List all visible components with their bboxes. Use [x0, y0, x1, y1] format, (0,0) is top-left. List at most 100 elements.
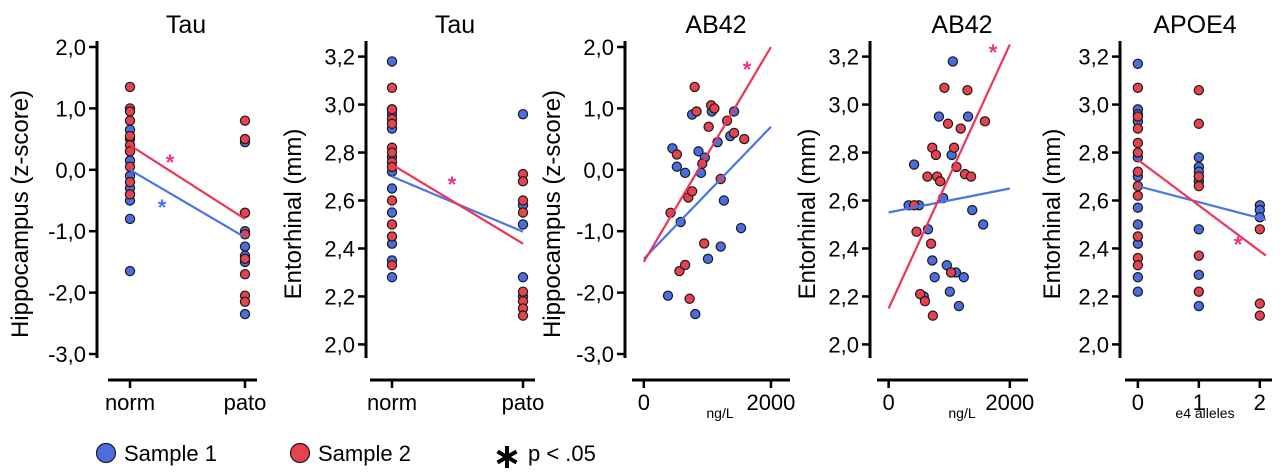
data-point-sample-2 [124, 146, 136, 157]
data-point-sample-1 [693, 146, 704, 157]
data-point-sample-1 [386, 56, 398, 67]
data-point-sample-1 [947, 56, 959, 67]
data-point-sample-2 [1193, 84, 1205, 96]
data-point-sample-2 [386, 147, 398, 158]
data-point-sample-1 [124, 265, 136, 277]
data-point-sample-2 [1132, 123, 1144, 134]
data-point-sample-1 [1132, 286, 1144, 297]
data-point-sample-1 [962, 111, 974, 122]
y-tick-label: -1,0 [576, 219, 614, 244]
data-point-sample-2 [962, 84, 973, 96]
y-tick-label: 2,0 [1078, 332, 1109, 357]
data-point-sample-2 [386, 260, 398, 271]
data-point-sample-1 [1132, 58, 1144, 69]
y-tick-label: 2,6 [828, 189, 859, 214]
data-point-sample-2 [517, 286, 529, 297]
data-point-sample-1 [239, 241, 251, 252]
data-point-sample-2 [709, 103, 720, 114]
y-tick-label: 2,0 [583, 35, 614, 60]
data-point-sample-2 [1193, 171, 1205, 182]
data-point-sample-2 [1132, 147, 1144, 158]
trendline-sample-2 [129, 144, 246, 220]
y-tick-label: 2,4 [324, 236, 355, 261]
data-point-sample-1 [929, 272, 940, 283]
data-point-sample-2 [728, 127, 740, 139]
data-point-sample-1 [124, 213, 136, 225]
y-tick-label: 0,0 [55, 158, 86, 183]
data-point-sample-2 [1193, 286, 1205, 297]
data-point-sample-1 [517, 219, 529, 230]
panel-title: Tau [166, 11, 206, 39]
y-tick-label: 3,2 [828, 45, 859, 70]
data-point-sample-2 [124, 161, 136, 172]
plot-area: 2,0 1,0 0,0 -1,0 -2,0 -3,0 norm pato * * [48, 35, 266, 415]
plot-area: 2,0 1,0 0,0 -1,0 -2,0 -3,0 0 2000 * [576, 35, 795, 415]
y-tick-label: 2,8 [324, 141, 355, 166]
panel-title: APOE4 [1153, 11, 1236, 39]
trendline-sample-1 [1137, 185, 1267, 221]
data-point-sample-1 [933, 111, 945, 122]
legend-marker-sample-1 [95, 442, 117, 464]
data-point-sample-2 [124, 81, 136, 93]
y-tick-label: 1,0 [583, 96, 614, 121]
y-tick-label: -1,0 [48, 219, 86, 244]
data-point-sample-1 [386, 183, 398, 194]
significance-asterisk: * [448, 172, 457, 197]
y-axis-label: Hippocampus (z-score) [539, 90, 566, 338]
data-point-sample-2 [703, 121, 714, 133]
legend: Sample 1 Sample 2 p < .05 [95, 441, 596, 468]
data-point-sample-2 [911, 226, 922, 237]
y-tick-label: 2,0 [828, 332, 859, 357]
x-tick-label: 2000 [746, 390, 795, 415]
significance-asterisk: * [166, 150, 175, 175]
data-point-sample-2 [517, 310, 529, 321]
legend-label-sample-1: Sample 1 [124, 441, 217, 466]
x-tick-label: 0 [883, 390, 895, 415]
asterisk-icon [496, 446, 518, 468]
y-tick-label: -3,0 [576, 342, 614, 367]
plot-area: 3,2 3,0 2,8 2,6 2,4 2,2 2,0 0 2000 * [828, 40, 1034, 415]
y-tick-label: 2,6 [1078, 189, 1109, 214]
y-tick-label: 2,4 [828, 236, 859, 261]
data-point-sample-1 [1132, 272, 1144, 283]
panel-title: AB42 [685, 11, 746, 39]
panel-tau-entorhinal: Tau Entorhinal (mm) 3,2 3,0 2,8 2,6 2,4 2,2 2,… [280, 11, 544, 415]
data-point-sample-2 [686, 186, 698, 197]
panel-ab42-hippocampus: AB42 Hippocampus (z-score) ng/L 2,0 1,0 0,… [539, 11, 795, 421]
data-point-sample-2 [517, 195, 529, 206]
y-tick-label: 2,0 [55, 35, 86, 60]
data-point-sample-2 [914, 288, 926, 300]
data-point-sample-1 [702, 253, 714, 265]
data-point-sample-2 [925, 238, 937, 249]
x-tick-label: norm [105, 390, 155, 415]
y-tick-label: 3,0 [324, 93, 355, 118]
y-tick-label: 3,0 [1078, 93, 1109, 118]
data-point-sample-2 [684, 293, 695, 304]
legend-label-sample-2: Sample 2 [318, 441, 411, 466]
data-point-sample-2 [1254, 298, 1266, 309]
trendline-sample-1 [888, 187, 1011, 214]
data-point-sample-2 [124, 130, 136, 142]
data-point-sample-2 [1132, 190, 1144, 201]
y-tick-label: 2,2 [828, 284, 859, 309]
legend-label-significance: p < .05 [528, 441, 596, 466]
trendline-sample-1 [129, 168, 246, 239]
data-point-sample-1 [1132, 219, 1144, 230]
data-point-sample-2 [239, 253, 251, 265]
y-tick-label: 3,2 [324, 45, 355, 70]
data-point-sample-2 [979, 116, 991, 127]
y-axis-label: Entorhinal (mm) [1039, 129, 1066, 300]
data-point-sample-1 [671, 161, 683, 172]
data-point-sample-1 [953, 300, 965, 312]
panel-apoe4-entorhinal: APOE4 Entorhinal (mm) e4 alleles 3,2 3,0 2… [1039, 11, 1272, 421]
data-point-sample-2 [698, 238, 710, 249]
data-point-sample-1 [662, 290, 674, 301]
significance-asterisk: * [1234, 232, 1243, 257]
data-point-sample-2 [965, 171, 977, 182]
data-point-sample-2 [1132, 260, 1144, 271]
data-point-sample-1 [517, 272, 529, 283]
plot-area: 3,2 3,0 2,8 2,6 2,4 2,2 2,0 norm pato * [324, 41, 544, 415]
data-point-sample-2 [124, 115, 136, 126]
x-tick-label: pato [502, 390, 545, 415]
data-point-sample-1 [1193, 300, 1205, 312]
